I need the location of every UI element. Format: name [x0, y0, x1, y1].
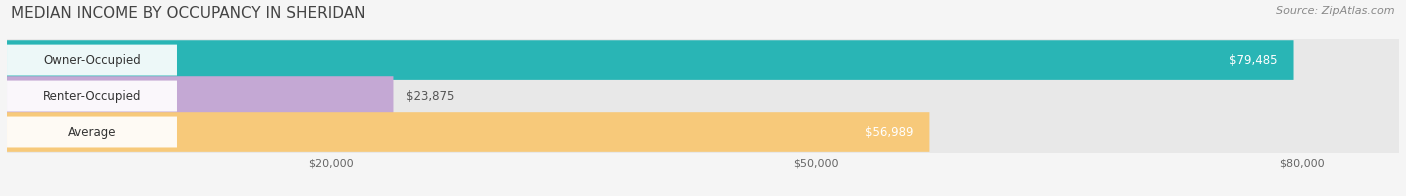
FancyBboxPatch shape	[7, 109, 1399, 155]
Text: Source: ZipAtlas.com: Source: ZipAtlas.com	[1277, 6, 1395, 16]
Text: Renter-Occupied: Renter-Occupied	[42, 90, 141, 103]
Text: $23,875: $23,875	[406, 90, 454, 103]
FancyBboxPatch shape	[7, 40, 1294, 80]
FancyBboxPatch shape	[7, 73, 1399, 119]
Text: Average: Average	[67, 125, 117, 139]
FancyBboxPatch shape	[7, 45, 177, 75]
FancyBboxPatch shape	[7, 112, 929, 152]
Text: Owner-Occupied: Owner-Occupied	[44, 54, 141, 67]
FancyBboxPatch shape	[7, 37, 1399, 83]
Text: $79,485: $79,485	[1229, 54, 1277, 67]
FancyBboxPatch shape	[7, 76, 394, 116]
Text: MEDIAN INCOME BY OCCUPANCY IN SHERIDAN: MEDIAN INCOME BY OCCUPANCY IN SHERIDAN	[11, 6, 366, 21]
Text: $56,989: $56,989	[865, 125, 914, 139]
FancyBboxPatch shape	[7, 117, 177, 147]
FancyBboxPatch shape	[7, 81, 177, 112]
